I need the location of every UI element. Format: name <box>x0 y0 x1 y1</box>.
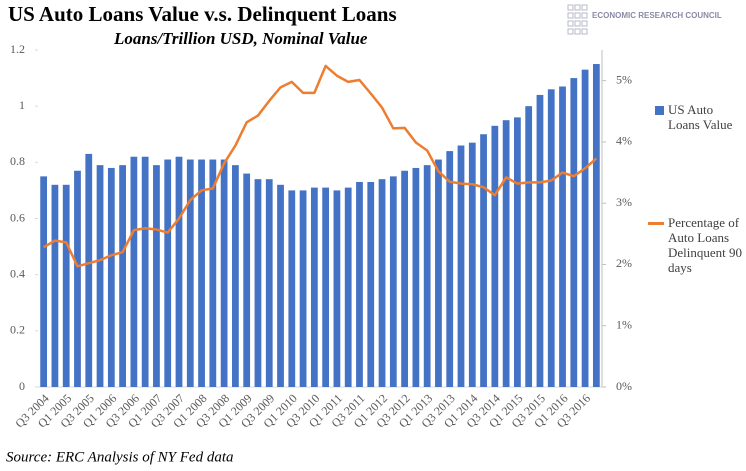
bar <box>367 181 375 387</box>
bar <box>209 159 217 387</box>
bar <box>559 86 566 387</box>
source: Source: ERC Analysis of NY Fed data <box>6 449 233 465</box>
bar <box>322 187 330 387</box>
bar <box>423 165 431 387</box>
bar <box>457 145 465 387</box>
y2-tick-label: 5% <box>616 72 632 86</box>
bar <box>502 120 510 387</box>
bar <box>186 159 194 387</box>
bar <box>480 134 487 387</box>
bar <box>525 106 533 388</box>
y-tick-label: 0.8 <box>10 154 25 168</box>
bar <box>356 181 363 387</box>
legend-entry: Percentage of Auto Loans Delinquent 90 d… <box>648 215 743 275</box>
bar <box>85 153 93 387</box>
bar <box>344 187 352 387</box>
bar <box>570 78 578 387</box>
bar <box>220 159 228 387</box>
bar <box>243 173 251 387</box>
bar <box>288 190 296 387</box>
y2-tick-label: 3% <box>616 195 632 209</box>
legend-swatch <box>648 222 664 225</box>
bar <box>74 170 81 387</box>
bar <box>581 69 589 388</box>
legend-entry: US Auto Loans Value <box>655 102 742 132</box>
chart-title: US Auto Loans Value v.s. Delinquent Loan… <box>8 2 397 26</box>
bar <box>378 179 386 387</box>
bar <box>107 167 115 387</box>
bar <box>119 165 126 387</box>
bar <box>62 184 70 387</box>
bar <box>491 125 499 387</box>
bar <box>141 156 149 387</box>
y2-tick-label: 1% <box>616 317 632 331</box>
bar <box>254 179 262 387</box>
bar <box>592 64 600 388</box>
bar <box>446 151 454 387</box>
bar <box>198 159 205 387</box>
bar <box>232 165 239 387</box>
y2-tick-label: 4% <box>616 134 632 148</box>
y-tick-label: 0.2 <box>10 323 25 337</box>
y-tick-label: 1 <box>19 98 25 112</box>
bar <box>164 159 172 387</box>
legend-label: US Auto Loans Value <box>668 102 733 132</box>
bar <box>514 117 521 388</box>
bar <box>310 187 318 387</box>
bar <box>435 159 442 387</box>
legend-label: Percentage of Auto Loans Delinquent 90 d… <box>668 215 743 275</box>
bar <box>401 170 408 387</box>
line <box>42 64 598 268</box>
bar <box>265 179 273 387</box>
bar <box>412 167 420 387</box>
bar <box>130 156 138 387</box>
bar <box>153 165 160 387</box>
bar <box>333 190 341 387</box>
y2-tick-label: 2% <box>616 256 632 270</box>
bar <box>40 176 48 387</box>
y-tick-label: 0.4 <box>10 266 25 280</box>
bar <box>389 176 397 387</box>
chart-subtitle: Loans/Trillion USD, Nominal Value <box>113 29 368 48</box>
logo-text: ECONOMIC RESEARCH COUNCIL <box>592 11 722 20</box>
y-tick-label: 0 <box>19 379 25 393</box>
bar <box>96 165 104 387</box>
bar <box>536 94 544 387</box>
y-tick-label: 0.6 <box>10 210 25 224</box>
y2-tick-label: 0% <box>616 379 632 393</box>
legend-swatch <box>655 106 664 115</box>
bar <box>277 184 284 387</box>
y-tick-label: 1.2 <box>10 42 25 56</box>
logo-grid <box>567 4 588 35</box>
bar <box>299 190 307 387</box>
bar <box>175 156 183 387</box>
bar <box>468 142 476 387</box>
bar <box>547 89 555 388</box>
bar <box>51 184 59 387</box>
